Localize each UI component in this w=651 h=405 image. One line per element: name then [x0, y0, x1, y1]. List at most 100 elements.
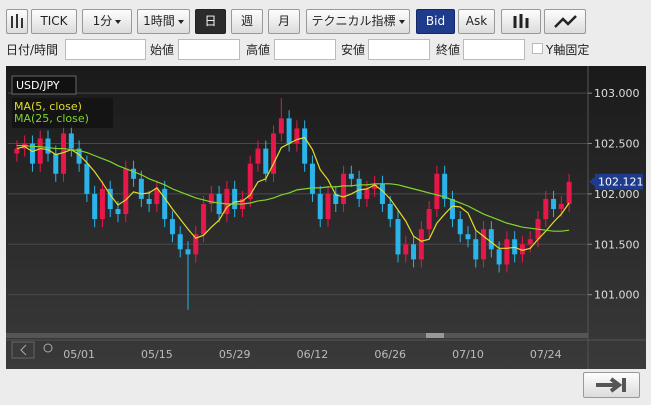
candle-body [325, 193, 331, 220]
bid-button[interactable]: Bid [416, 9, 455, 34]
candle-body [465, 234, 471, 240]
high-input[interactable] [274, 39, 336, 60]
line-chart-button[interactable] [544, 9, 586, 34]
week-button[interactable]: 週 [231, 9, 263, 34]
dropdown-arrow [177, 19, 184, 24]
close-input[interactable] [463, 39, 525, 60]
candle-body [473, 239, 479, 260]
candle-body [411, 244, 417, 260]
candle-body [442, 173, 448, 199]
candle-body [543, 198, 549, 220]
candle-body [201, 203, 207, 235]
line-icon [554, 15, 577, 28]
candle-icon [11, 14, 23, 28]
candle-body [519, 244, 525, 255]
field-label: 終値 [436, 43, 461, 57]
candle-body [302, 128, 308, 164]
x-tick-label: 05/01 [63, 348, 95, 361]
candle-body [434, 173, 440, 210]
candle-body [395, 219, 401, 255]
candle-body [37, 138, 43, 164]
candle-body [333, 193, 339, 204]
zoom-icon[interactable] [43, 343, 53, 353]
candle-body [317, 193, 323, 220]
y-tick-label: 102.500 [594, 138, 640, 151]
candle-body [154, 188, 160, 204]
y-tick-label: 103.000 [594, 87, 640, 100]
candle-body [449, 198, 455, 220]
candle-body [527, 239, 533, 245]
dropdown-arrow [398, 19, 405, 24]
ma-line [16, 144, 570, 232]
minute-dropdown[interactable]: 1分 [82, 9, 132, 34]
dropdown-label: 1時間 [143, 14, 175, 28]
x-tick-label: 07/10 [452, 348, 484, 361]
scroll-latest-button[interactable] [583, 372, 640, 398]
candle-body [138, 178, 144, 199]
candle-body [68, 133, 74, 149]
candle-body [29, 143, 35, 164]
field-label: 安値 [341, 43, 366, 57]
scrollbar-thumb [426, 333, 444, 338]
candle-body [278, 118, 284, 134]
scrollbar-track [6, 333, 588, 338]
candle-body [224, 188, 230, 215]
x-tick-label: 07/24 [530, 348, 562, 361]
candle-body [286, 118, 292, 144]
candle-body [387, 203, 393, 220]
month-button[interactable]: 月 [268, 9, 300, 34]
arrow-icon [596, 377, 626, 393]
x-tick-label: 06/26 [374, 348, 406, 361]
datetime-input[interactable] [65, 39, 146, 60]
field-label: 日付/時間 [6, 43, 59, 57]
candle-body [364, 188, 370, 199]
candle-body [271, 133, 277, 174]
last-price-box [595, 173, 643, 190]
chart-type-icon[interactable] [6, 9, 28, 34]
y-tick-label: 101.000 [594, 289, 640, 302]
dropdown-label: テクニカル指標 [311, 14, 396, 28]
candle-body [107, 188, 113, 210]
ask-button[interactable]: Ask [458, 9, 495, 34]
candle-body [379, 183, 385, 204]
candle-body [99, 188, 105, 220]
candle-body [61, 133, 67, 174]
legend-title-box [11, 75, 77, 95]
candle-body [131, 168, 137, 179]
candle-body [403, 244, 409, 255]
candle-body [247, 163, 253, 199]
last-price-label: 102.121 [598, 176, 644, 189]
x-tick-label: 05/29 [219, 348, 251, 361]
tick-button[interactable]: TICK [31, 9, 77, 34]
candle-body [92, 193, 98, 220]
dropdown-arrow [115, 19, 122, 24]
hour-dropdown[interactable]: 1時間 [137, 9, 190, 34]
y-fixed-checkbox[interactable] [532, 43, 543, 54]
day-button[interactable]: 日 [195, 9, 226, 34]
candle-body [123, 168, 129, 215]
legend-title: USD/JPY [16, 79, 60, 92]
candle-body [76, 148, 82, 164]
ma-line [16, 136, 570, 251]
y-tick-label: 101.500 [594, 238, 640, 251]
field-label: 始値 [150, 43, 175, 57]
candle-body [263, 148, 269, 174]
low-input[interactable] [368, 39, 430, 60]
candle-body [488, 229, 494, 250]
arrow [20, 344, 27, 356]
candle-body [558, 203, 564, 210]
candle-body [14, 148, 20, 154]
candle-body [169, 219, 175, 235]
candle-body [309, 163, 315, 194]
candle-body [418, 229, 424, 260]
technical-dropdown[interactable]: テクニカル指標 [306, 9, 410, 34]
candle-chart-button[interactable] [501, 9, 541, 34]
candle-body [504, 239, 510, 265]
scroll-left-button[interactable] [11, 341, 35, 359]
y-tick-label: 102.000 [594, 188, 640, 201]
open-input[interactable] [178, 39, 240, 60]
candle-body [426, 209, 432, 230]
dropdown-label: 1分 [92, 14, 113, 28]
candle-body [177, 234, 183, 250]
candle-body [372, 183, 378, 189]
